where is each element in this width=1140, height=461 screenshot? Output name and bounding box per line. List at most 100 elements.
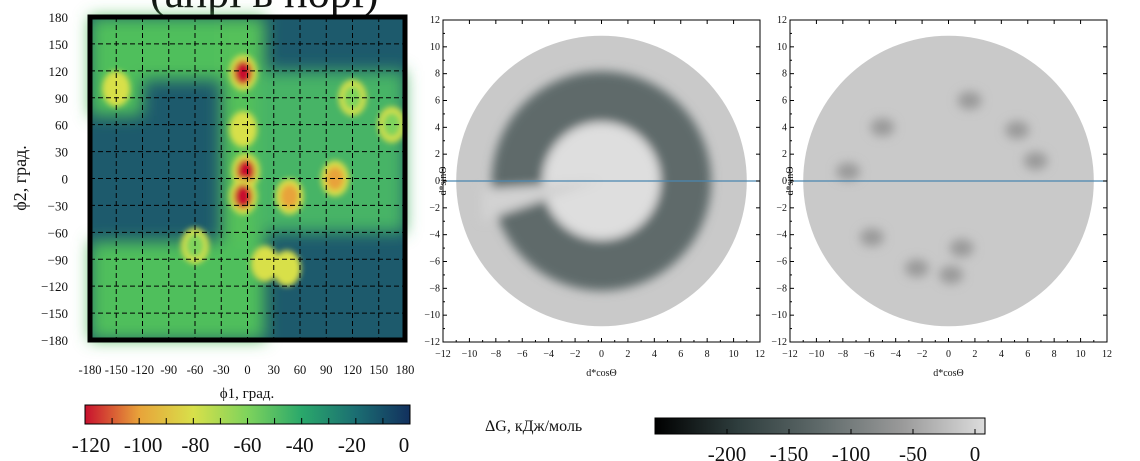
y-tick-label: −2 — [429, 203, 440, 214]
y-tick-label: −6 — [429, 257, 440, 268]
x-tick-label: −6 — [864, 349, 875, 360]
peak-core — [256, 251, 274, 276]
colorbar-tick-label: -150 — [770, 442, 809, 461]
y-axis-label: d*sinΘ — [785, 167, 796, 196]
colorbar-tick-label: -50 — [899, 442, 927, 461]
header-fragment: (апрі в порі) — [150, 0, 379, 18]
y-tick-label: 4 — [782, 122, 787, 133]
peak-core — [234, 184, 253, 209]
energy-spot — [1023, 151, 1048, 170]
x-tick-label: 12 — [755, 349, 765, 360]
x-tick-label: 10 — [729, 349, 739, 360]
colorbar-tick-label: 0 — [399, 433, 410, 457]
colorbar-tick-label: 0 — [970, 442, 981, 461]
x-tick-label: -120 — [131, 363, 154, 377]
x-tick-label: -60 — [187, 363, 204, 377]
heatmap-grid — [90, 17, 405, 340]
x-tick-label: 0 — [946, 349, 951, 360]
y-tick-label: 0 — [62, 172, 69, 187]
y-tick-label: 2 — [435, 149, 440, 160]
colorbar-tick-label: -100 — [124, 433, 163, 457]
x-tick-label: −4 — [543, 349, 554, 360]
y-tick-label: 90 — [55, 91, 68, 106]
x-tick-label: −4 — [890, 349, 901, 360]
x-axis-label: ϕ1, град. — [220, 386, 275, 402]
y-tick-label: −8 — [776, 283, 787, 294]
x-tick-label: 8 — [1052, 349, 1057, 360]
disc-chart-right: 12 10 8 6 4 2 0 −2 −4 −6 −8 −10 −12−12 −10 −8 −6 −4 −2 0 2 4… — [771, 15, 1112, 379]
energy-spot — [836, 162, 861, 181]
y-tick-label: −6 — [776, 257, 787, 268]
x-tick-label: −8 — [491, 349, 502, 360]
y-tick-label: −2 — [776, 203, 787, 214]
colorbar-phi: -120 -100 -80 -60 -40 -20 0 — [72, 404, 411, 457]
x-tick-label: −12 — [435, 349, 451, 360]
x-tick-label: -150 — [105, 363, 128, 377]
phi-axes: 180 150 120 90 60 30 0 −30 −60 −90 −120 −150 −180 -18… — [10, 10, 414, 402]
disc-chart-left: 12 10 8 6 4 2 0 −2 −4 −6 −8 −10 −12−12 −10 −8 −6 −4 −2 0 2 4… — [424, 15, 765, 379]
x-tick-label: 120 — [343, 363, 362, 377]
x-tick-label: 2 — [625, 349, 630, 360]
colorbar-tick-label: -200 — [708, 442, 747, 461]
x-tick-label: -180 — [79, 363, 102, 377]
y-tick-label: 10 — [430, 42, 440, 53]
y-tick-label: 12 — [777, 15, 787, 26]
x-tick-label: 12 — [1102, 349, 1112, 360]
y-tick-label: 120 — [49, 64, 69, 79]
energy-spot — [870, 118, 895, 137]
colorbar-tick-label: -60 — [234, 433, 262, 457]
y-tick-label: −150 — [41, 306, 68, 321]
colorbar-tick-label: -40 — [286, 433, 314, 457]
x-axis-label: d*cosΘ — [933, 368, 964, 379]
y-tick-label: −30 — [48, 198, 68, 213]
x-tick-label: 60 — [294, 363, 307, 377]
x-tick-label: −10 — [462, 349, 478, 360]
energy-spot — [904, 259, 929, 278]
x-tick-label: −6 — [517, 349, 528, 360]
y-tick-label: −12 — [771, 337, 787, 348]
x-tick-label: 150 — [369, 363, 388, 377]
y-tick-label: 30 — [55, 145, 68, 160]
x-tick-label: 10 — [1076, 349, 1086, 360]
colorbar-tick-label: -100 — [832, 442, 871, 461]
peak-core — [234, 60, 253, 85]
heatmap-frame — [87, 14, 408, 343]
x-tick-label: 4 — [652, 349, 657, 360]
energy-spot — [939, 265, 964, 284]
peak-core — [107, 76, 126, 101]
y-tick-label: 6 — [435, 96, 440, 107]
x-tick-label: −2 — [917, 349, 928, 360]
region-bottom-band — [90, 241, 265, 340]
colorbar-tick-label: -80 — [181, 433, 209, 457]
y-tick-label: 8 — [435, 69, 440, 80]
peak-core — [382, 112, 401, 137]
energy-spot — [957, 91, 982, 110]
colorbar-dg: -200 -150 -100 -50 0 — [654, 417, 986, 461]
x-tick-label: 90 — [320, 363, 333, 377]
x-tick-label: −8 — [838, 349, 849, 360]
x-tick-label: −10 — [809, 349, 825, 360]
peak-core — [277, 256, 296, 281]
x-axis-label: d*cosΘ — [586, 368, 617, 379]
x-tick-label: -30 — [213, 363, 230, 377]
energy-spot — [1005, 121, 1030, 140]
ring-gap — [481, 181, 602, 221]
y-tick-label: −90 — [48, 252, 68, 267]
y-tick-label: 10 — [777, 42, 787, 53]
y-tick-label: −60 — [48, 225, 68, 240]
x-tick-label: 6 — [678, 349, 683, 360]
peak-core — [234, 117, 253, 142]
y-tick-label: 60 — [55, 118, 68, 133]
energy-spot — [949, 239, 974, 258]
y-tick-label: 6 — [782, 96, 787, 107]
x-tick-label: 2 — [972, 349, 977, 360]
y-tick-label: −4 — [429, 230, 440, 241]
x-tick-label: −2 — [570, 349, 581, 360]
y-tick-label: 150 — [49, 37, 69, 52]
y-tick-label: −8 — [429, 283, 440, 294]
y-tick-label: 4 — [435, 122, 440, 133]
region-top-band — [90, 17, 239, 80]
y-tick-label: 8 — [782, 69, 787, 80]
y-tick-label: 0 — [782, 176, 787, 187]
x-tick-label: 0 — [244, 363, 250, 377]
